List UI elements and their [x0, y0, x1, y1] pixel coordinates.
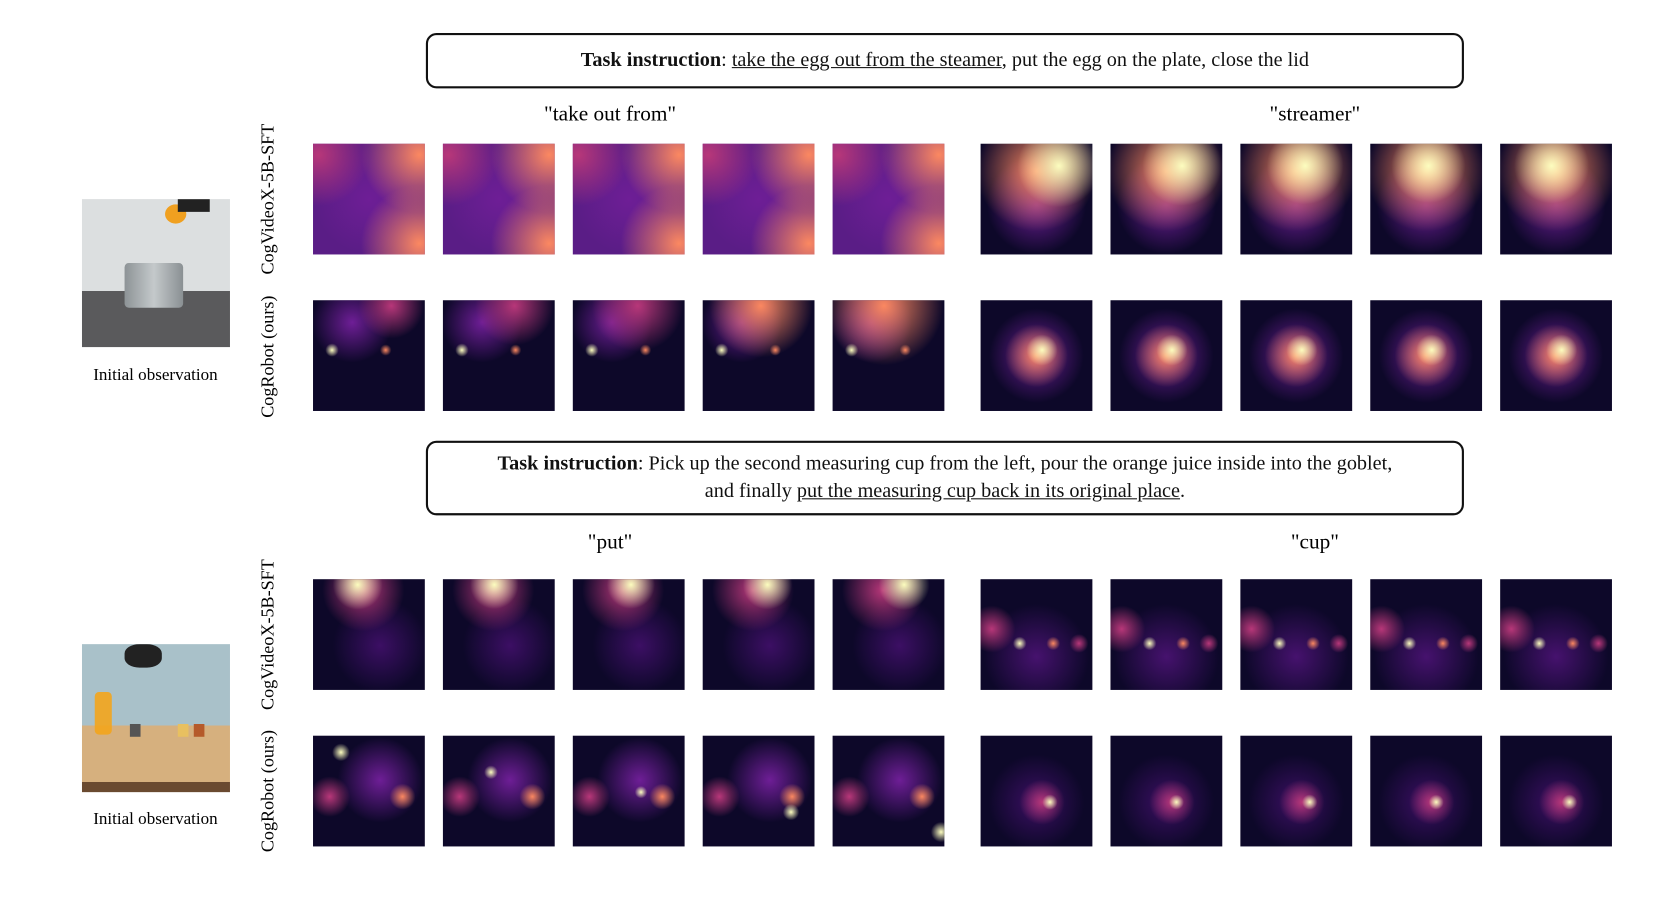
observation-caption: Initial observation — [93, 366, 218, 385]
attention-map — [442, 300, 555, 411]
word-label: "put" — [587, 530, 633, 554]
attention-map — [1110, 579, 1223, 690]
attention-map — [1240, 579, 1353, 690]
word-label: "take out from" — [544, 102, 677, 126]
attention-map — [702, 579, 815, 690]
attention-map — [1240, 735, 1353, 847]
attention-map — [702, 735, 815, 847]
attention-map — [1370, 300, 1483, 411]
attention-map — [702, 300, 815, 411]
attention-map — [1370, 143, 1483, 255]
attention-map — [1240, 143, 1353, 255]
instruction-text: put the measuring cup back in its origin… — [796, 480, 1181, 503]
row-label: CogRobot (ours) — [257, 295, 278, 418]
row-label: CogVideoX-5B-SFT — [257, 559, 278, 710]
instruction-text: . — [1180, 480, 1186, 503]
word-label: "cup" — [1290, 530, 1339, 554]
attention-map — [1500, 143, 1612, 255]
attention-map — [313, 579, 425, 690]
attention-map — [832, 300, 945, 411]
instruction-text: and finally — [704, 480, 797, 503]
attention-map — [980, 300, 1093, 411]
attention-map — [832, 735, 945, 847]
attention-map — [572, 143, 685, 255]
attention-map — [572, 300, 685, 411]
attention-map — [832, 579, 945, 690]
attention-map — [442, 143, 555, 255]
attention-map — [313, 143, 425, 255]
instruction-line: Task instruction: take the egg out from … — [581, 47, 1309, 75]
attention-map — [1110, 735, 1223, 847]
instruction-line: and finally put the measuring cup back i… — [705, 478, 1185, 506]
observation-image — [81, 644, 230, 793]
attention-map — [980, 143, 1093, 255]
attention-map — [572, 579, 685, 690]
attention-map — [980, 735, 1093, 847]
attention-map — [832, 143, 945, 255]
instruction-text: : — [721, 48, 732, 72]
instruction-text: , put the egg on the plate, close the li… — [1001, 48, 1310, 72]
attention-map — [980, 579, 1093, 690]
attention-map — [572, 735, 685, 847]
row-label: CogRobot (ours) — [257, 729, 278, 853]
attention-map — [1500, 579, 1612, 690]
attention-map — [1500, 300, 1612, 411]
attention-map — [1110, 300, 1223, 411]
observation-image — [81, 199, 230, 348]
instruction-text: take the egg out from the steamer — [731, 48, 1002, 72]
instruction-box: Task instruction: Pick up the second mea… — [425, 440, 1464, 516]
observation-caption: Initial observation — [93, 810, 218, 829]
instruction-text: : Pick up the second measuring cup from … — [637, 452, 1393, 475]
word-label: "streamer" — [1269, 102, 1361, 126]
instruction-box: Task instruction: take the egg out from … — [425, 33, 1464, 89]
attention-map — [1500, 735, 1612, 847]
attention-map — [313, 735, 425, 847]
attention-map — [702, 143, 815, 255]
row-label: CogVideoX-5B-SFT — [257, 123, 278, 275]
attention-map — [313, 300, 425, 411]
instruction-text: Task instruction — [497, 452, 638, 475]
attention-map — [442, 579, 555, 690]
attention-map — [1370, 735, 1483, 847]
attention-map — [1240, 300, 1353, 411]
instruction-text: Task instruction — [580, 48, 722, 72]
attention-map — [1110, 143, 1223, 255]
attention-map — [442, 735, 555, 847]
attention-map — [1370, 579, 1483, 690]
instruction-line: Task instruction: Pick up the second mea… — [498, 450, 1393, 478]
